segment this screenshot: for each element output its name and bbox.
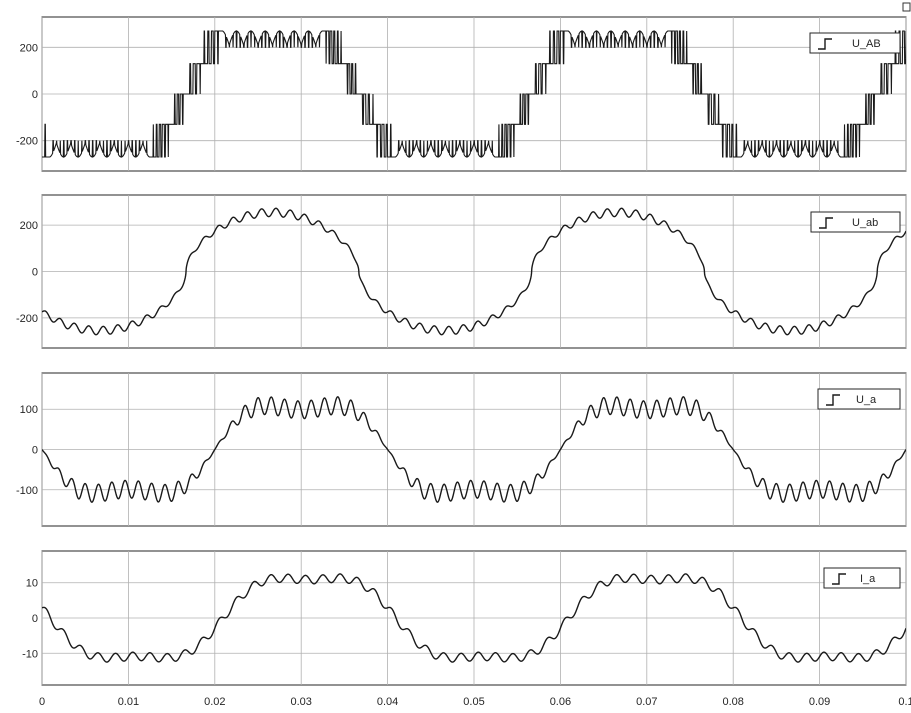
x-tick-label: 0.1 (898, 696, 911, 708)
scope-panel-1: -200 0 200 U_AB (16, 16, 907, 172)
x-tick-label: 0.01 (118, 696, 139, 708)
legend: U_a (817, 388, 901, 410)
x-tick-label: 0.04 (377, 696, 398, 708)
y-tick-label: 0 (32, 613, 38, 625)
y-tick-label: 0 (32, 445, 38, 457)
y-tick-label: 10 (26, 578, 38, 590)
legend-box (817, 388, 901, 410)
y-tick-label: 0 (32, 267, 38, 279)
x-tick-label: 0 (39, 696, 45, 708)
step-icon (818, 38, 832, 50)
series-line-U_AB (42, 30, 906, 158)
legend-box (809, 32, 901, 54)
scope-panel-3: -100 0 100 U_a (16, 372, 907, 527)
legend: I_a (823, 567, 901, 589)
legend: U_AB (809, 32, 901, 54)
y-tick-label: 100 (20, 404, 38, 416)
legend: U_ab (810, 211, 901, 233)
y-tick-label: -200 (16, 313, 38, 325)
x-tick-label: 0.08 (722, 696, 743, 708)
y-tick-label: 200 (20, 42, 38, 54)
x-tick-label: 0.07 (636, 696, 657, 708)
legend-label: U_AB (852, 38, 881, 50)
legend-box (810, 211, 901, 233)
step-icon (826, 394, 840, 406)
scope-panel-2: -200 0 200 U_ab (16, 194, 907, 349)
series-line-U_a (42, 396, 906, 503)
y-tick-label: 0 (32, 89, 38, 101)
x-tick-label: 0.09 (809, 696, 830, 708)
x-tick-label: 0.05 (463, 696, 484, 708)
y-tick-label: 200 (20, 220, 38, 232)
series-line-U_ab (42, 207, 906, 336)
legend-label: I_a (860, 573, 876, 585)
y-tick-label: -100 (16, 485, 38, 497)
legend-box (823, 567, 901, 589)
window-icon[interactable] (902, 2, 911, 12)
x-axis: 0 0.01 0.02 0.03 0.04 0.05 0.06 0.07 0.08 0.09 0.1 (39, 696, 911, 708)
legend-label: U_a (856, 394, 877, 406)
x-tick-label: 0.06 (550, 696, 571, 708)
step-icon (819, 217, 833, 229)
y-tick-label: -200 (16, 136, 38, 148)
scope-panel-4: -10 0 10 I_a (22, 550, 907, 686)
step-icon (832, 573, 846, 585)
y-tick-label: -10 (22, 648, 38, 660)
series-line-I_a (42, 573, 906, 663)
x-tick-label: 0.02 (204, 696, 225, 708)
x-tick-label: 0.03 (290, 696, 311, 708)
legend-label: U_ab (852, 217, 878, 229)
